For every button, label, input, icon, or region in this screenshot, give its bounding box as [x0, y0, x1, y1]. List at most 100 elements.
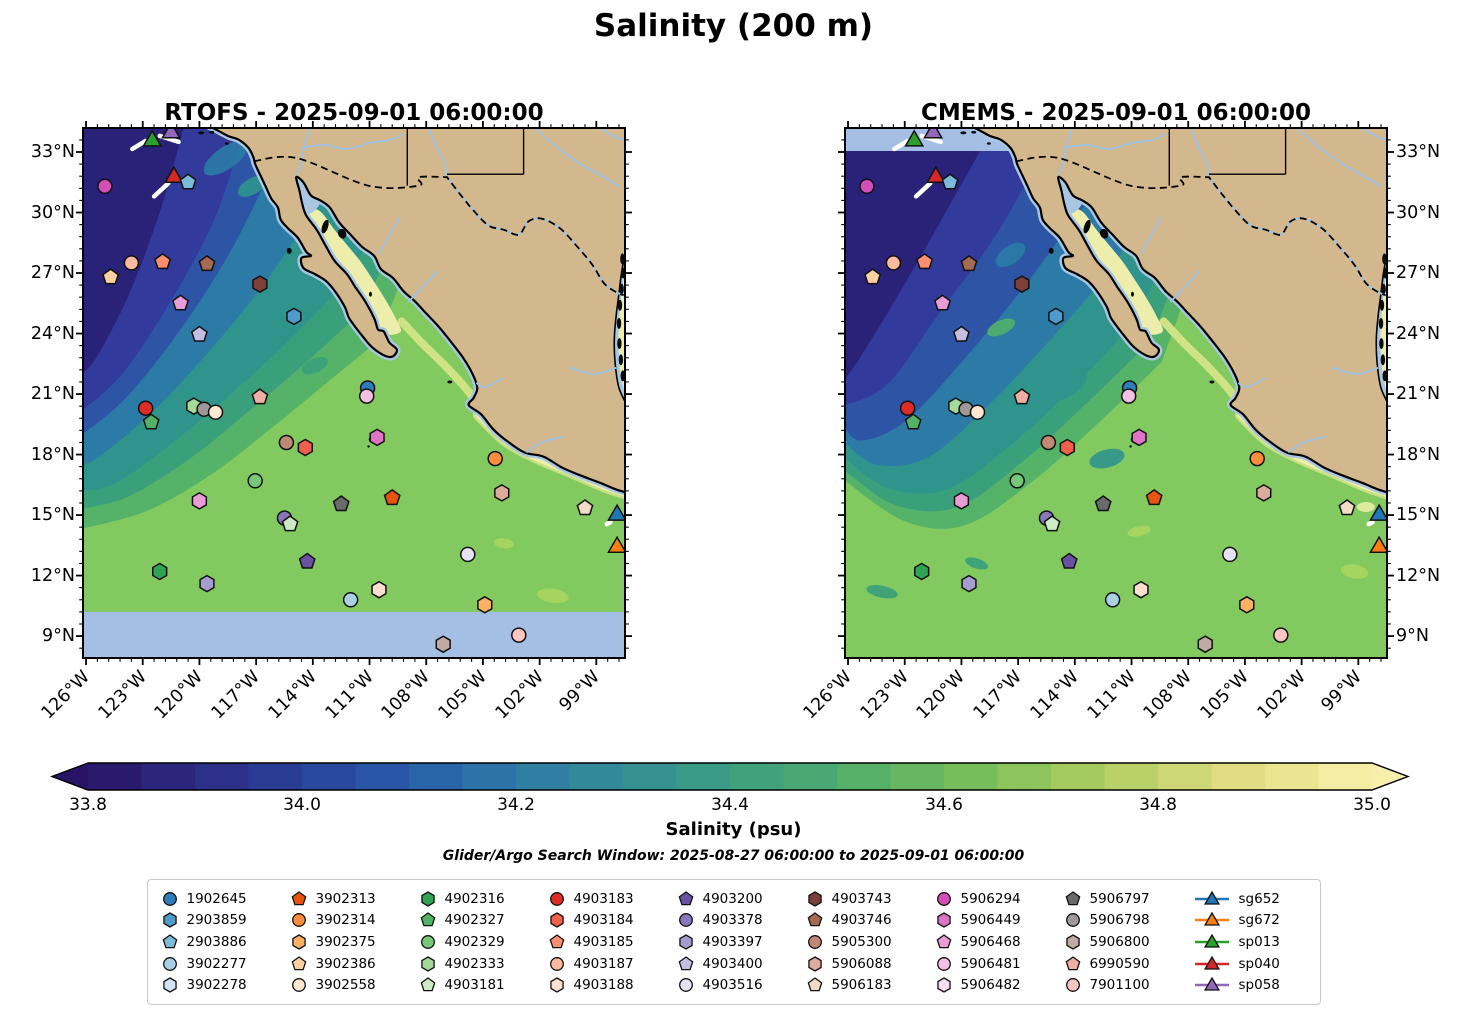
colorbar-segment: [569, 763, 624, 790]
river: [427, 128, 448, 177]
lagoon: [617, 338, 622, 350]
legend-label: 5906088: [831, 955, 892, 972]
legend-item-5906183: 5906183: [807, 974, 936, 996]
colorbar-segment: [890, 763, 945, 790]
map-marker-4903181: [281, 515, 299, 532]
pentagon-marker-icon: [420, 912, 435, 927]
colorbar-segment: [409, 763, 464, 790]
river: [1189, 128, 1210, 177]
colorbar-segment: [1318, 763, 1373, 790]
hexagon-marker-icon: [291, 934, 306, 950]
lagoon: [1379, 338, 1384, 350]
legend-label: 3902386: [315, 955, 376, 972]
lat-tick-label-right: 27°N: [1396, 263, 1441, 284]
map-marker-3902313: [1145, 488, 1163, 506]
colorbar-segment: [302, 763, 357, 790]
legend-label: 5906481: [960, 955, 1021, 972]
river: [525, 435, 565, 454]
legend-column: 5906797 5906798 5906800 6990590 7901100: [1065, 888, 1194, 996]
glider-marker-icon: [1194, 890, 1229, 905]
lagoon: [616, 317, 622, 329]
colorbar-tick-label: 35.0: [1353, 795, 1391, 815]
eddy: [965, 557, 989, 570]
legend-label: 4903184: [573, 912, 634, 929]
circle-marker-icon: [807, 935, 822, 949]
legend-label: 4903378: [702, 912, 763, 929]
axis-ticks: [838, 121, 1394, 665]
legend-item-sp013: sp013: [1194, 931, 1306, 953]
river: [533, 128, 620, 188]
legend-column: 4903183 4903184 4903185 4903187 4903188: [549, 888, 678, 996]
map-marker-6990590: [1013, 388, 1031, 405]
glider-track: [604, 519, 613, 527]
legend-column: 4903743 4903746 5905300 5906088 5906183: [807, 888, 936, 996]
hexagon-marker-icon: [936, 912, 951, 929]
colorbar-segment: [730, 763, 785, 790]
circle-marker-icon: [678, 978, 693, 993]
map-marker-sg652: [607, 503, 625, 521]
map-marker-5906797: [1094, 495, 1112, 512]
legend-item-4903185: 4903185: [549, 931, 678, 953]
map-marker-7901100: [511, 627, 527, 643]
legend-label: sg672: [1238, 912, 1280, 929]
colorbar-segment: [141, 763, 196, 790]
legend-item-5906449: 5906449: [936, 910, 1065, 932]
legend-item-3902386: 3902386: [291, 953, 420, 975]
legend-label: 5905300: [831, 933, 892, 950]
legend-label: 5906294: [960, 890, 1021, 907]
legend-label: 3902314: [315, 912, 376, 929]
legend-label: 5906797: [1089, 890, 1150, 907]
legend-label: 4902327: [444, 912, 505, 929]
legend-label: 6990590: [1089, 955, 1150, 972]
legend-label: 4903188: [573, 977, 634, 994]
map-marker-5906088: [494, 484, 510, 502]
map-marker-4903400: [952, 325, 970, 342]
island: [1099, 228, 1109, 239]
map-marker-4902316: [152, 562, 168, 581]
legend-label: 4903181: [444, 977, 505, 994]
map-marker-sp040: [163, 165, 184, 183]
legend-column: 4902316 4902327 4902329 4902333 4903181: [420, 888, 549, 996]
legend-item-4902333: 4902333: [420, 953, 549, 975]
map-marker-2903886: [941, 173, 959, 190]
hexagon-marker-icon: [162, 912, 177, 929]
lat-tick-label-left: 12°N: [30, 565, 75, 586]
legend-column: 3902313 3902314 3902375 3902386 3902558: [291, 888, 420, 996]
map-marker-3902386: [864, 268, 882, 285]
glider-marker-icon: [1194, 912, 1229, 927]
map-marker-5906800: [435, 635, 451, 654]
lagoon: [1382, 370, 1387, 382]
legend-item-4903200: 4903200: [678, 888, 807, 910]
island: [224, 142, 229, 145]
island: [337, 228, 347, 239]
lagoon: [620, 253, 625, 265]
lagoon: [1379, 299, 1385, 311]
legend-item-5906797: 5906797: [1065, 888, 1194, 910]
legend-label: 4902316: [444, 890, 505, 907]
river: [1063, 132, 1166, 150]
colorbar-over-arrow: [1372, 763, 1408, 790]
legend-item-4903746: 4903746: [807, 910, 936, 932]
lat-tick-label-right: 30°N: [1396, 202, 1441, 223]
legend-label: 3902313: [315, 890, 376, 907]
axes-spine: [82, 127, 626, 659]
axis-ticks: [76, 121, 632, 665]
colorbar-tick-label: 34.4: [711, 795, 749, 815]
hexagon-marker-icon: [420, 891, 435, 907]
glider-marker-icon: [1194, 955, 1229, 970]
legend-item-4902327: 4902327: [420, 910, 549, 932]
map-marker-4903183: [899, 400, 916, 416]
legend-item-5906482: 5906482: [936, 974, 1065, 996]
eddy: [995, 242, 1026, 268]
circle-marker-icon: [936, 891, 951, 906]
eddy: [203, 140, 249, 176]
eddy: [1039, 369, 1088, 403]
legend-label: 3902277: [186, 955, 247, 972]
colorbar: [50, 762, 1410, 791]
lat-tick-label-left: 18°N: [30, 444, 75, 465]
lat-tick-label-left: 24°N: [30, 323, 75, 344]
legend-label: sp040: [1238, 955, 1280, 972]
glider-track: [151, 181, 171, 199]
map-marker-4902329: [1009, 473, 1025, 489]
coastline: [972, 128, 1387, 494]
